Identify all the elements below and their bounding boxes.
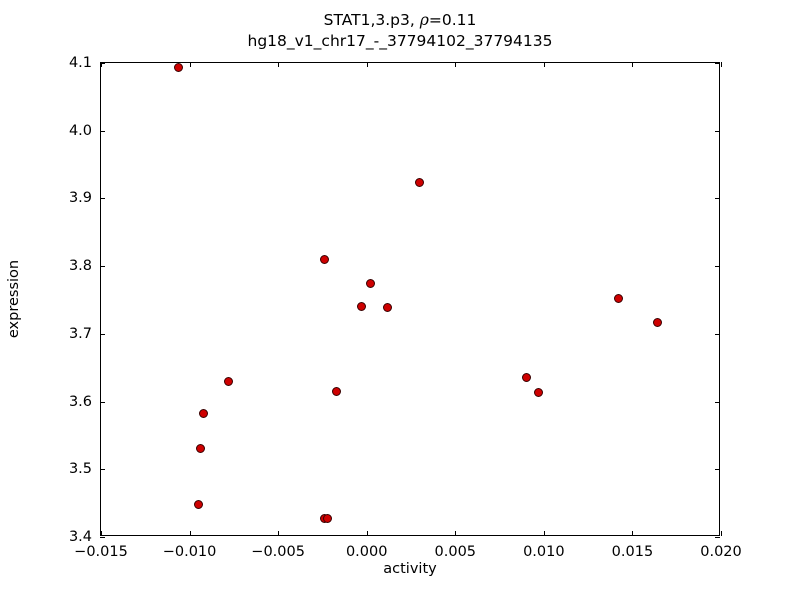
x-axis-tick-label: −0.010 (162, 544, 217, 560)
rho-symbol: ρ (419, 11, 429, 29)
y-axis-label: expression (6, 259, 22, 339)
y-axis-tick (715, 198, 720, 200)
chart-subtitle: hg18_v1_chr17_-_37794102_37794135 (247, 32, 553, 50)
scatter-point (521, 372, 531, 382)
y-axis-tick (100, 63, 105, 64)
scatter-point (534, 388, 544, 398)
x-axis-tick (366, 62, 368, 67)
x-axis-tick (366, 531, 368, 536)
chart-title-block: STAT1,3.p3, ρ=0.11 hg18_v1_chr17_-_37794… (0, 10, 800, 52)
y-axis-tick (100, 266, 105, 268)
x-axis-tick (721, 62, 722, 67)
x-axis-tick-label: −0.015 (74, 544, 128, 560)
scatter-point (193, 499, 203, 509)
x-axis-tick (278, 62, 280, 67)
scatter-point (199, 408, 209, 418)
scatter-point (174, 62, 184, 72)
scatter-point (613, 294, 623, 304)
chart-title-prefix: STAT1,3.p3, (323, 11, 420, 29)
y-axis-tick-label: 4.0 (68, 122, 92, 139)
y-axis-tick (715, 63, 720, 64)
y-axis-tick (100, 333, 105, 335)
chart-title: STAT1,3.p3, ρ=0.11 (0, 10, 800, 31)
x-axis-label: activity (383, 561, 437, 577)
scatter-point (323, 513, 333, 523)
x-axis-tick (632, 531, 634, 536)
x-axis-tick (455, 62, 457, 67)
x-axis-tick-label: 0.010 (523, 544, 565, 560)
x-axis-tick (543, 62, 545, 67)
scatter-point (415, 178, 425, 188)
x-axis-tick (189, 531, 191, 536)
x-axis-tick (632, 62, 634, 67)
x-axis-tick-label: 0.015 (611, 544, 654, 560)
y-axis-tick-label: 3.5 (68, 461, 92, 478)
y-axis-tick (100, 401, 105, 403)
y-axis-tick-label: 3.7 (68, 325, 92, 342)
x-axis-tick (278, 531, 280, 536)
scatter-point (224, 376, 234, 386)
scatter-point (332, 386, 342, 396)
x-axis-tick (189, 62, 191, 67)
x-axis-tick-label: −0.005 (251, 544, 305, 560)
y-axis-tick (100, 537, 105, 538)
scatter-point (652, 317, 662, 327)
plot-data-area (101, 62, 719, 535)
x-axis-tick (101, 531, 102, 536)
y-axis-tick (715, 130, 720, 132)
y-axis-tick-label: 3.4 (68, 529, 92, 545)
scatter-point (195, 443, 205, 453)
y-axis-tick-label: 3.9 (68, 190, 92, 207)
y-axis-tick (100, 469, 105, 471)
x-axis-tick-label: 0.000 (345, 544, 388, 560)
y-axis-tick-label: 4.1 (68, 55, 92, 71)
scatter-point (356, 302, 366, 312)
y-axis-tick (715, 537, 720, 538)
scatter-point (365, 279, 375, 289)
y-axis-tick (715, 401, 720, 403)
x-axis-tick (721, 531, 722, 536)
y-axis-tick (100, 198, 105, 200)
x-axis-tick-label: 0.005 (434, 544, 477, 560)
scatter-point (319, 254, 329, 264)
rho-value: =0.11 (428, 11, 477, 29)
scatter-point (383, 302, 393, 312)
y-axis-tick (715, 469, 720, 471)
x-axis-tick-label: 0.020 (700, 544, 742, 560)
y-axis-tick (715, 333, 720, 335)
y-axis-tick-label: 3.8 (68, 258, 92, 275)
x-axis-tick (101, 62, 102, 67)
x-axis-tick (455, 531, 457, 536)
plot-axes-frame: −0.015 −0.010 −0.005 0.000 0.005 0.010 0.015 0.… (69, 55, 742, 560)
y-axis-tick (715, 266, 720, 268)
y-axis-tick-label: 3.6 (68, 393, 92, 410)
y-axis-tick (100, 130, 105, 132)
x-axis-tick (543, 531, 545, 536)
